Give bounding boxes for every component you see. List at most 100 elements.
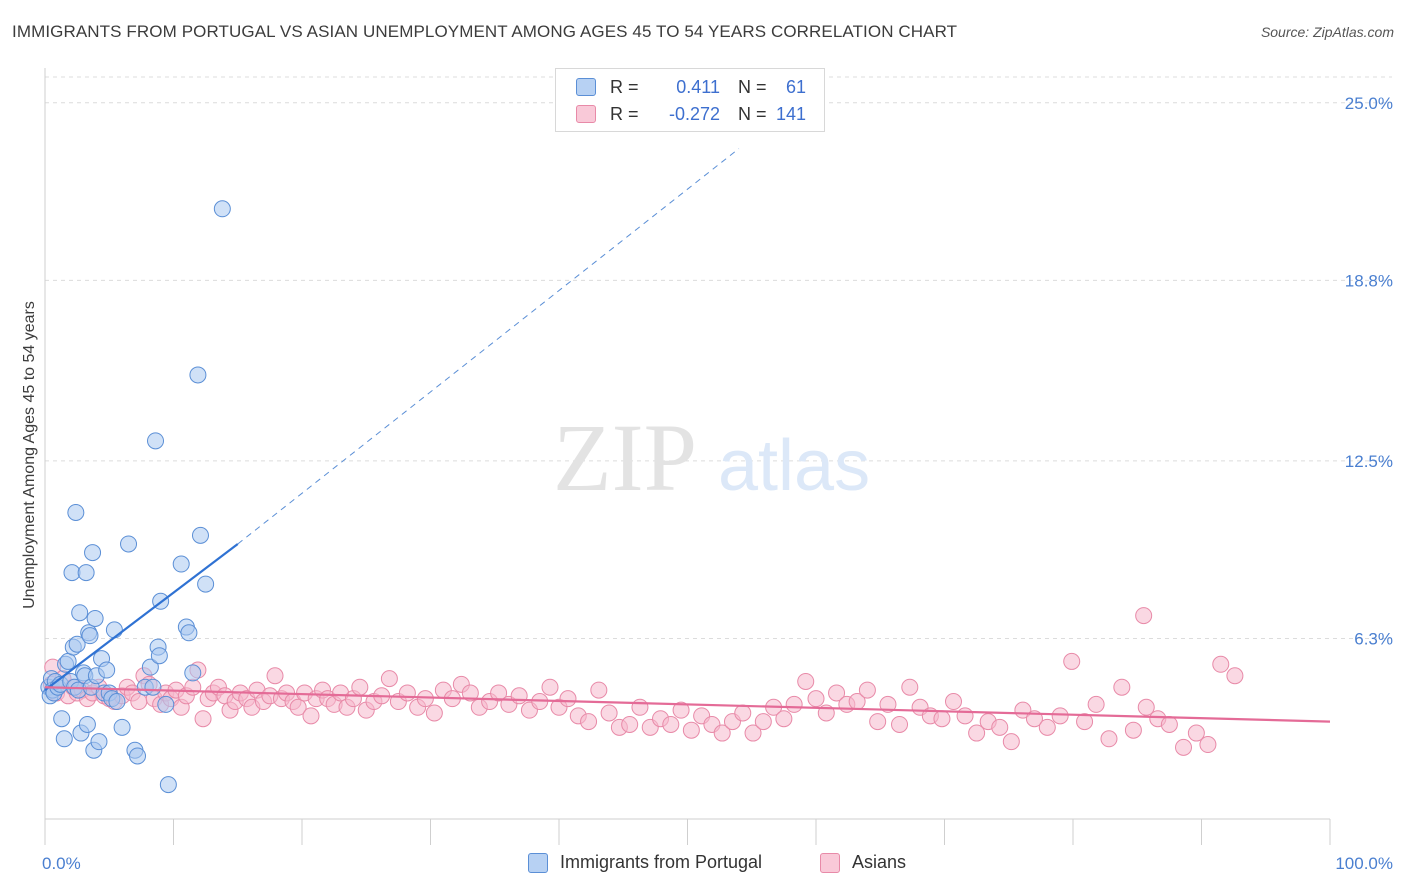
portugal-point — [90, 733, 108, 751]
portugal-point — [197, 575, 215, 593]
asians-trend-line — [44, 686, 1331, 723]
asians-point — [968, 724, 986, 742]
legend-r-label: R = — [610, 103, 639, 124]
portugal-point — [68, 635, 86, 653]
asians-point — [1137, 698, 1155, 716]
tick-labels: 6.3% 12.5% 18.8% 25.0% 0.0% 100.0% — [42, 94, 1393, 873]
swatch-portugal — [528, 852, 548, 873]
asians-point — [1063, 652, 1081, 670]
y-tick-label: 18.8% — [1345, 271, 1393, 290]
asians-point — [1135, 607, 1153, 625]
asians-point — [461, 684, 479, 702]
legend-swatch-blue — [576, 78, 596, 96]
legend-row-asians: R = -0.272 N = 141 — [576, 102, 806, 126]
asians-point — [879, 695, 897, 713]
asians-point — [130, 693, 148, 711]
asians-point — [1087, 695, 1105, 713]
correlation-legend: R = 0.411 N = 61 R = -0.272 N = 141 — [555, 68, 825, 132]
asians-point — [807, 690, 825, 708]
legend-item-asians: Asians — [820, 852, 906, 873]
legend-r-value: 0.411 — [676, 76, 720, 97]
asians-point — [662, 715, 680, 733]
portugal-point — [191, 526, 209, 544]
legend-label-asians: Asians — [852, 852, 907, 872]
portugal-trend-line — [44, 543, 239, 691]
portugal-point — [84, 544, 102, 562]
asians-point — [416, 690, 434, 708]
asians-point — [775, 710, 793, 728]
legend-row-portugal: R = 0.411 N = 61 — [576, 75, 806, 99]
portugal-point — [108, 693, 126, 711]
portugal-point — [120, 535, 138, 553]
portugal-point — [213, 200, 231, 218]
portugal-point — [147, 432, 165, 450]
series-legend: Immigrants from Portugal Asians — [0, 852, 1406, 878]
source-label: Source: ZipAtlas.com — [1260, 24, 1394, 40]
asians-point — [713, 724, 731, 742]
asians-point — [380, 670, 398, 688]
portugal-trend-extension — [237, 148, 740, 545]
legend-n-value: 141 — [776, 103, 807, 124]
portugal-point — [98, 661, 116, 679]
legend-item-portugal: Immigrants from Portugal — [528, 852, 762, 873]
asians-point — [933, 710, 951, 728]
legend-r-label: R = — [610, 76, 639, 97]
portugal-point — [53, 710, 71, 728]
asians-point — [302, 707, 320, 725]
asians-point — [1076, 713, 1094, 731]
asians-point — [351, 678, 369, 696]
chart-title: IMMIGRANTS FROM PORTUGAL VS ASIAN UNEMPL… — [12, 22, 958, 41]
portugal-point — [150, 647, 168, 665]
asians-point — [425, 704, 443, 722]
trend-lines — [44, 148, 1331, 723]
asians-point — [600, 704, 618, 722]
asians-point — [944, 693, 962, 711]
asians-point — [869, 713, 887, 731]
asians-point — [541, 678, 559, 696]
portugal-point — [189, 366, 207, 384]
asians-point — [1051, 707, 1069, 725]
legend-n-label: N = — [738, 103, 767, 124]
watermark-zip: ZIP — [553, 404, 697, 511]
legend-label-portugal: Immigrants from Portugal — [560, 852, 763, 872]
asians-point — [744, 724, 762, 742]
asians-point — [184, 678, 202, 696]
asians-points — [42, 607, 1244, 756]
asians-point — [991, 718, 1009, 736]
asians-point — [1199, 736, 1217, 754]
legend-n-label: N = — [738, 76, 767, 97]
y-tick-label: 25.0% — [1345, 94, 1393, 113]
asians-point — [1226, 667, 1244, 685]
asians-point — [891, 715, 909, 733]
portugal-point — [71, 604, 89, 622]
asians-point — [797, 672, 815, 690]
asians-point — [1113, 678, 1131, 696]
asians-point — [590, 681, 608, 699]
swatch-asians — [820, 852, 840, 873]
asians-point — [956, 707, 974, 725]
portugal-point — [144, 678, 162, 696]
watermark: ZIP atlas — [553, 404, 870, 511]
portugal-point — [67, 503, 85, 521]
watermark-atlas: atlas — [718, 426, 870, 506]
y-tick-label: 12.5% — [1345, 452, 1393, 471]
asians-point — [901, 678, 919, 696]
portugal-point — [77, 564, 95, 582]
asians-point — [682, 721, 700, 739]
asians-point — [1212, 655, 1230, 673]
asians-point — [631, 698, 649, 716]
asians-point — [1175, 738, 1193, 756]
asians-point — [490, 684, 508, 702]
asians-point — [785, 695, 803, 713]
asians-point — [1187, 724, 1205, 742]
portugal-point — [159, 776, 177, 794]
asians-point — [672, 701, 690, 719]
y-axis-label: Unemployment Among Ages 45 to 54 years — [21, 301, 38, 609]
asians-point — [580, 713, 598, 731]
portugal-point — [141, 658, 159, 676]
asians-point — [398, 684, 416, 702]
grid-lines — [45, 76, 1392, 640]
portugal-point — [113, 718, 131, 736]
asians-point — [734, 704, 752, 722]
